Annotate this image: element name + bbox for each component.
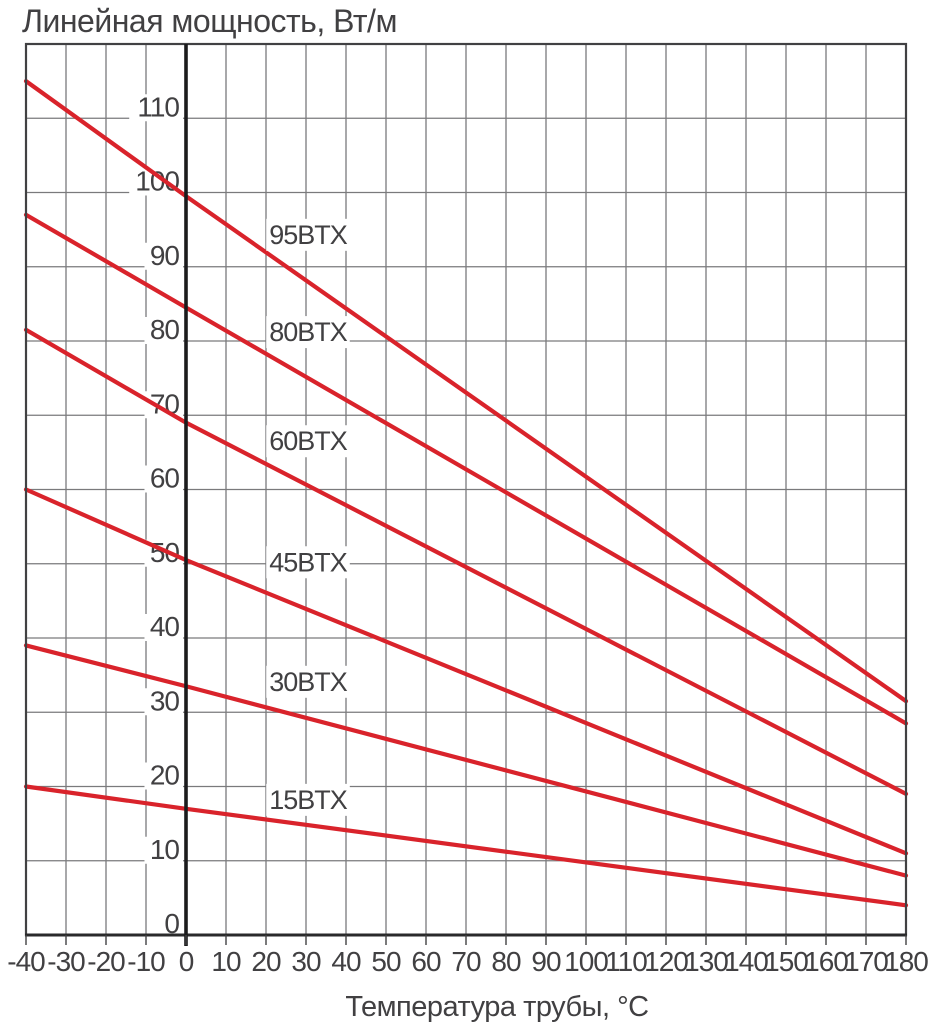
y-tick-label-20: 20	[150, 760, 180, 791]
series-label-60btx: 60BTX	[269, 426, 348, 456]
x-tick-label-180: 180	[884, 946, 928, 977]
x-tick-label-50: 50	[371, 946, 401, 977]
x-tick-label-0: 0	[179, 946, 194, 977]
y-tick-label-bg-20	[144, 762, 183, 790]
y-tick-label-bg-40	[144, 614, 183, 641]
series-label-bg-15btx	[266, 783, 350, 816]
y-tick-label-110: 110	[137, 91, 179, 122]
y-tick-label-60: 60	[150, 463, 180, 494]
series-label-80btx: 80BTX	[269, 317, 348, 347]
x-tick-label--30: -30	[47, 946, 85, 977]
x-tick-label-40: 40	[331, 946, 361, 977]
x-tick-label-110: 110	[605, 946, 647, 977]
y-tick-label-bg-110	[129, 94, 183, 122]
x-axis-title: Температура трубы, °C	[345, 991, 648, 1023]
x-tick-label-140: 140	[724, 946, 768, 977]
y-tick-label-bg-70	[144, 391, 183, 419]
series-label-bg-60btx	[266, 425, 350, 458]
x-tick-label-120: 120	[644, 946, 688, 977]
x-tick-label--40: -40	[7, 946, 45, 977]
y-tick-label-90: 90	[150, 240, 180, 271]
series-label-bg-80btx	[266, 316, 350, 349]
x-tick-label-10: 10	[211, 946, 241, 977]
series-label-95btx: 95BTX	[269, 220, 348, 250]
series-label-30btx: 30BTX	[269, 667, 348, 697]
x-tick-label-130: 130	[684, 946, 728, 977]
y-tick-label-30: 30	[150, 685, 180, 716]
y-tick-label-bg-60	[144, 465, 183, 493]
y-tick-label-bg-90	[144, 242, 183, 270]
y-tick-label-bg-10	[144, 836, 183, 864]
series-label-bg-45btx	[266, 546, 350, 579]
x-axis-ticks	[25, 935, 907, 945]
y-tick-label-0: 0	[164, 908, 179, 939]
x-tick-label-150: 150	[764, 946, 808, 977]
x-axis-labels: -40 -30 -20 -10 0 10 20 30 40 50 60 70 80 90 100110120…	[7, 946, 929, 977]
y-tick-label-bg-30	[144, 688, 183, 716]
y-tick-label-80: 80	[150, 314, 180, 345]
x-tick-label-30: 30	[291, 946, 321, 977]
series-label-bg-30btx	[266, 665, 350, 698]
x-tick-label-90: 90	[531, 946, 561, 977]
series-label-bg-95btx	[266, 218, 350, 251]
x-tick-label--20: -20	[87, 946, 125, 977]
y-tick-label-10: 10	[150, 834, 180, 865]
x-tick-label-60: 60	[411, 946, 441, 977]
chart-title: Линейная мощность, Вт/м	[22, 3, 397, 39]
x-tick-label-100: 100	[564, 946, 608, 977]
x-tick-label-80: 80	[491, 946, 521, 977]
series-label-45btx: 45BTX	[269, 547, 348, 577]
y-tick-label-bg-80	[144, 317, 183, 344]
y-tick-label-bg-0	[159, 911, 183, 938]
series-labels: 95BTX 80BTX 60BTX 45BTX 30BTX 15BTX	[266, 218, 350, 816]
x-tick-label-160: 160	[804, 946, 848, 977]
x-tick-label-170: 170	[844, 946, 888, 977]
y-tick-label-40: 40	[150, 611, 180, 642]
y-tick-label-100: 100	[135, 166, 179, 197]
x-tick-label-20: 20	[251, 946, 281, 977]
x-tick-label-70: 70	[451, 946, 481, 977]
x-tick-label--10: -10	[127, 946, 165, 977]
series-label-15btx: 15BTX	[269, 785, 348, 815]
